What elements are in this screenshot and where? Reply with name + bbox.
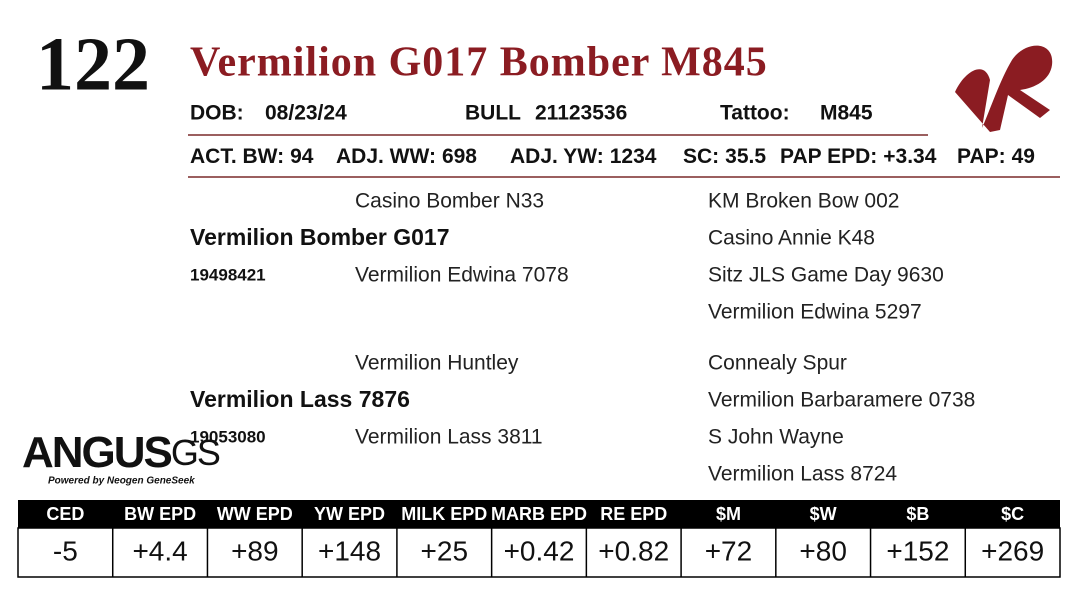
epd-value-row [17,527,1061,578]
animal-name: Vermilion G017 Bomber M845 [190,40,768,86]
lot-number: 122 [36,22,150,106]
stat-label: ACT. BW: [190,145,284,168]
stat-label: PAP: [957,145,1006,168]
epd-value: -5 [53,535,78,566]
epd-value: +152 [886,535,949,566]
granddam: Vermilion Lass 3811 [355,426,543,449]
epd-header: MARB EPD [491,504,587,524]
epd-header: WW EPD [217,504,293,524]
great-grandparent: S John Wayne [708,426,844,449]
great-grandparent: Vermilion Edwina 5297 [708,301,922,324]
great-grandparent: KM Broken Bow 002 [708,190,899,213]
great-grandparent: Casino Annie K48 [708,227,875,250]
stat-value: 698 [442,145,477,168]
great-grandparent: Sitz JLS Game Day 9630 [708,264,944,287]
epd-value: +148 [318,535,381,566]
great-grandparent: Vermilion Barbaramere 0738 [708,389,975,412]
logo-text: ANGUSGS [22,428,220,477]
epd-value: +80 [799,535,847,566]
epd-header: YW EPD [314,504,385,524]
great-grandparent: Connealy Spur [708,352,847,375]
epd-value: +0.42 [504,535,575,566]
stat-value: 94 [290,145,314,168]
epd-value: +25 [421,535,469,566]
epd-header-bar [18,500,1060,528]
epd-header: $C [1001,504,1024,524]
registration: 19053080 [190,427,266,446]
great-grandparent: Vermilion Lass 8724 [708,463,897,486]
epd-value: +0.82 [598,535,669,566]
stat-label: PAP EPD: [780,145,877,168]
info-value: 21123536 [535,102,627,125]
epd-value: +4.4 [132,535,187,566]
stat-label: ADJ. YW: [510,145,604,168]
info-value: M845 [820,102,873,125]
info-label: BULL [465,102,521,125]
parent-name: Vermilion Lass 7876 [190,386,410,412]
epd-header: $B [906,504,929,524]
epd-value: +89 [231,535,279,566]
epd-header: MILK EPD [401,504,487,524]
epd-value: +72 [705,535,753,566]
stat-value: 1234 [610,145,657,168]
granddam: Vermilion Edwina 7078 [355,264,569,287]
grandsire: Vermilion Huntley [355,352,519,375]
logo-suffix: GS [171,432,220,473]
logo-name: ANGUS [22,428,172,477]
epd-header: BW EPD [124,504,196,524]
stat: PAP EPD: +3.34 [780,145,937,168]
epd-header: RE EPD [600,504,667,524]
epd-header: $W [810,504,837,524]
stat: ACT. BW: 94 [190,145,314,168]
stat-value: 35.5 [725,145,766,168]
info-value: 08/23/24 [265,102,347,125]
registration: 19498421 [190,265,266,284]
grandsire: Casino Bomber N33 [355,190,544,213]
stat-label: ADJ. WW: [336,145,436,168]
parent-name: Vermilion Bomber G017 [190,224,449,250]
stat-value: +3.34 [883,145,936,168]
stat: PAP: 49 [957,145,1035,168]
stat: SC: 35.5 [683,145,766,168]
stat: ADJ. WW: 698 [336,145,477,168]
info-label: Tattoo: [720,102,790,125]
brand-logo [955,45,1053,132]
info-label: DOB: [190,102,244,125]
stat: ADJ. YW: 1234 [510,145,657,168]
logo-tagline: Powered by Neogen GeneSeek [48,476,195,487]
stat-value: 49 [1012,145,1035,168]
epd-header: $M [716,504,741,524]
epd-header: CED [46,504,84,524]
epd-value: +269 [981,535,1044,566]
stat-label: SC: [683,145,719,168]
